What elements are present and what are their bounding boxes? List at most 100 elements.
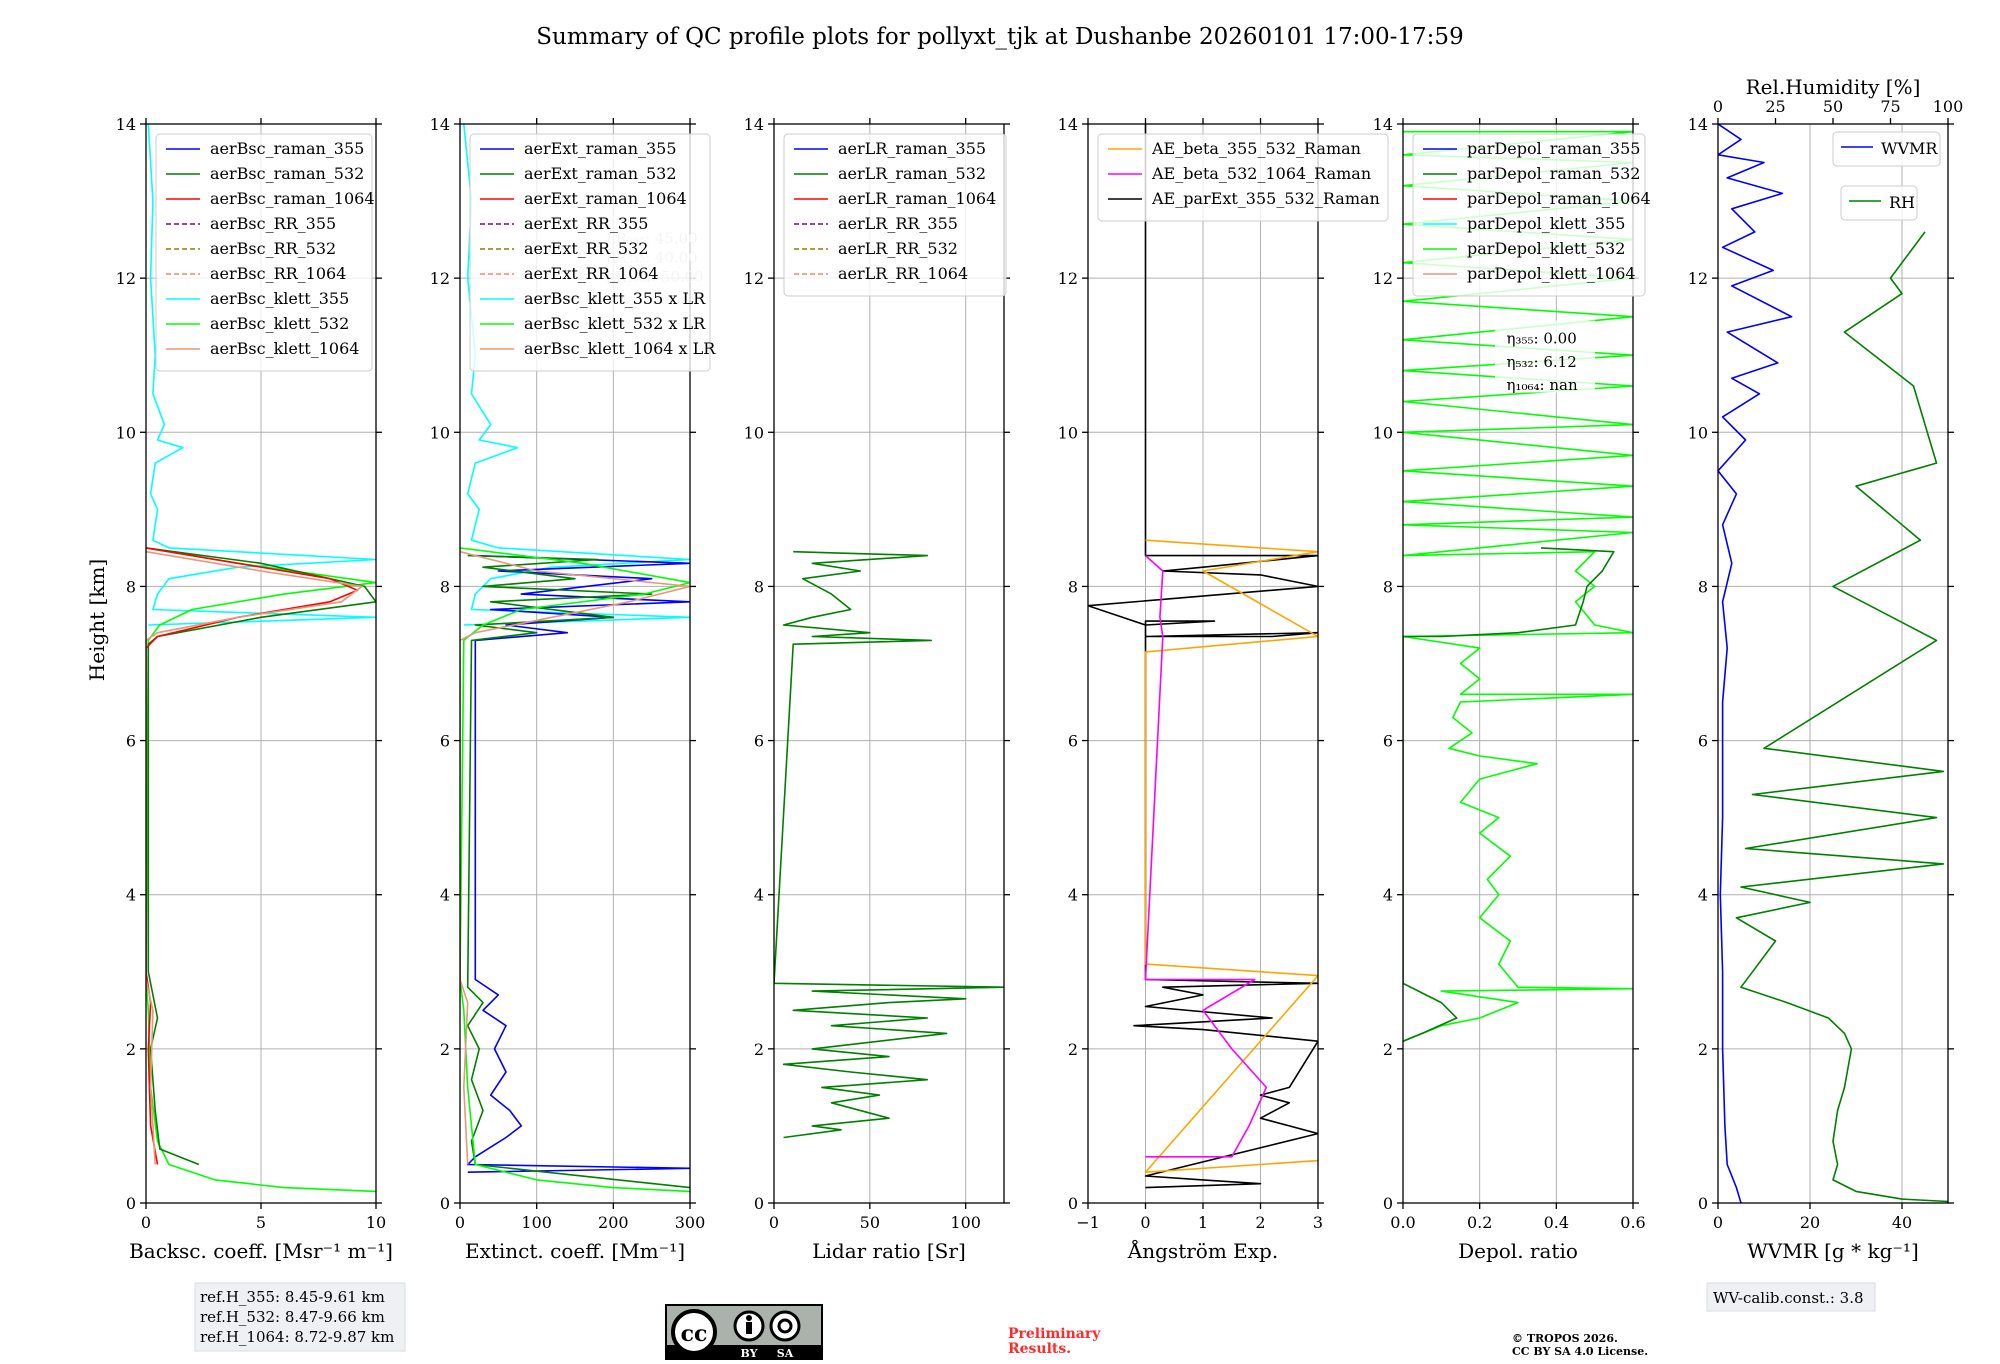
series-group <box>774 550 1004 1139</box>
y-tick-label: 4 <box>754 886 764 905</box>
wv-calib-box: WV-calib.const.: 3.8 <box>1706 1282 1876 1312</box>
top-x-axis-label: Rel.Humidity [%] <box>1746 75 1921 99</box>
x-tick-label: 0.6 <box>1620 1213 1645 1232</box>
legend-box <box>155 133 373 372</box>
copyright-line2: CC BY SA 4.0 License. <box>1512 1345 1648 1358</box>
x-tick-label: 40 <box>1892 1213 1912 1232</box>
legend-label: aerExt_raman_355 <box>524 139 677 158</box>
series-group <box>460 124 690 1193</box>
legend: RH <box>1840 185 1918 221</box>
legend-box <box>783 133 1007 297</box>
legend-box <box>469 133 711 372</box>
x-tick-label: 50 <box>860 1213 880 1232</box>
y-tick-label: 0 <box>1068 1194 1078 1213</box>
legend-label: aerBsc_klett_532 <box>210 314 349 333</box>
y-tick-label: 4 <box>1383 886 1393 905</box>
x-tick-label: 200 <box>598 1213 629 1232</box>
y-tick-label: 12 <box>744 269 764 288</box>
x-axis-label: WVMR [g * kg⁻¹] <box>1747 1239 1919 1263</box>
legend-label: parDepol_raman_532 <box>1467 164 1640 183</box>
preliminary-line1: Preliminary <box>1008 1326 1101 1342</box>
series-group <box>1403 130 1633 1042</box>
y-tick-label: 10 <box>116 423 136 442</box>
annotation-text: η₁₀₆₄: nan <box>1507 376 1578 394</box>
cc-circle-icon <box>671 1309 717 1355</box>
x-tick-label: −1 <box>1076 1213 1100 1232</box>
y-tick-label: 6 <box>1698 732 1708 751</box>
y-tick-label: 10 <box>1058 423 1078 442</box>
legend-label: aerExt_RR_532 <box>524 239 648 258</box>
y-tick-label: 10 <box>430 423 450 442</box>
y-tick-label: 0 <box>126 1194 136 1213</box>
legend-label: aerLR_RR_532 <box>838 239 958 258</box>
x-tick-label: 0.4 <box>1544 1213 1569 1232</box>
x-tick-label: 0 <box>141 1213 151 1232</box>
legend-label: parDepol_klett_532 <box>1467 239 1625 258</box>
y-tick-label: 8 <box>126 577 136 596</box>
legend-label: parDepol_raman_1064 <box>1467 189 1651 208</box>
top-x-tick-label: 25 <box>1765 97 1785 116</box>
series-aerExt_raman_355 <box>466 554 690 1173</box>
annotation-text: η₅₃₂: 6.12 <box>1507 353 1577 371</box>
y-tick-label: 4 <box>1068 886 1078 905</box>
annotation-box <box>1495 320 1595 393</box>
y-tick-label: 12 <box>1373 269 1393 288</box>
legend-label: aerBsc_RR_1064 <box>210 264 346 283</box>
y-tick-label: 2 <box>440 1040 450 1059</box>
y-tick-label: 14 <box>1058 115 1078 134</box>
axes-frame <box>1717 123 1949 1204</box>
y-axis-label: Height [km] <box>85 559 109 681</box>
x-axis-label: Depol. ratio <box>1458 1239 1578 1263</box>
y-tick-label: 12 <box>116 269 136 288</box>
by-text: BY <box>741 1347 758 1360</box>
legend-box <box>1832 131 1941 167</box>
y-tick-label: 2 <box>754 1040 764 1059</box>
legend-label: aerBsc_RR_355 <box>210 214 336 233</box>
legend-label: parDepol_raman_355 <box>1467 139 1640 158</box>
annotation-text: η₃₅₅: 0.00 <box>1507 330 1577 348</box>
ref-height-line: ref.H_355: 8.45-9.61 km <box>200 1288 385 1306</box>
legend-box <box>1097 133 1389 222</box>
x-tick-label: 1 <box>1198 1213 1208 1232</box>
legend-label: aerBsc_raman_355 <box>210 139 364 158</box>
ref-height-line: ref.H_1064: 8.72-9.87 km <box>200 1328 394 1346</box>
x-tick-label: 0 <box>769 1213 779 1232</box>
legend-label: aerExt_raman_1064 <box>524 189 687 208</box>
y-tick-label: 14 <box>430 115 450 134</box>
series-parDepol_raman_532 <box>1403 547 1615 1042</box>
y-tick-label: 8 <box>1698 577 1708 596</box>
y-tick-label: 2 <box>126 1040 136 1059</box>
top-x-tick-label: 0 <box>1713 97 1723 116</box>
series-aerBsc_klett_1064 x LR <box>460 550 690 1165</box>
legend: AE_beta_355_532_Raman AE_beta_532_1064_Ra… <box>1097 133 1389 222</box>
legend-label: aerExt_RR_355 <box>524 214 648 233</box>
panel-2: 0 2 4 6 8 10 12 14 0 100 200 300 Extinct. coeff. [Mm… <box>430 115 717 1263</box>
preliminary-line2: Results. <box>1008 1341 1071 1357</box>
y-tick-label: 14 <box>1373 115 1393 134</box>
legend-label: aerLR_raman_355 <box>838 139 986 158</box>
series-WVMR <box>1718 124 1793 1203</box>
legend: aerLR_raman_355 aerLR_raman_532 aerLR_rama… <box>783 133 1007 297</box>
legend-label: WVMR <box>1881 139 1938 158</box>
legend-label: aerLR_raman_532 <box>838 164 986 183</box>
x-tick-label: 10 <box>366 1213 386 1232</box>
y-tick-label: 8 <box>754 577 764 596</box>
legend-label: aerBsc_klett_355 <box>210 289 349 308</box>
legend-label: AE_parExt_355_532_Raman <box>1151 189 1380 208</box>
legend-label: aerLR_RR_1064 <box>838 264 968 283</box>
legend-label: aerExt_raman_532 <box>524 164 677 183</box>
axes-frame <box>773 123 1005 1204</box>
series-group <box>1088 124 1318 1189</box>
series-AE_beta_532_1064_Raman <box>1144 555 1268 1158</box>
axes-frame <box>1402 123 1634 1204</box>
x-tick-label: 300 <box>675 1213 706 1232</box>
series-aerBsc_klett_532 x LR <box>460 547 690 1193</box>
x-axis-label: Backsc. coeff. [Msr⁻¹ m⁻¹] <box>129 1239 393 1263</box>
x-axis-label: Extinct. coeff. [Mm⁻¹] <box>465 1239 685 1263</box>
y-tick-label: 12 <box>430 269 450 288</box>
legend-label: aerBsc_klett_532 x LR <box>524 314 706 333</box>
y-tick-label: 4 <box>440 886 450 905</box>
